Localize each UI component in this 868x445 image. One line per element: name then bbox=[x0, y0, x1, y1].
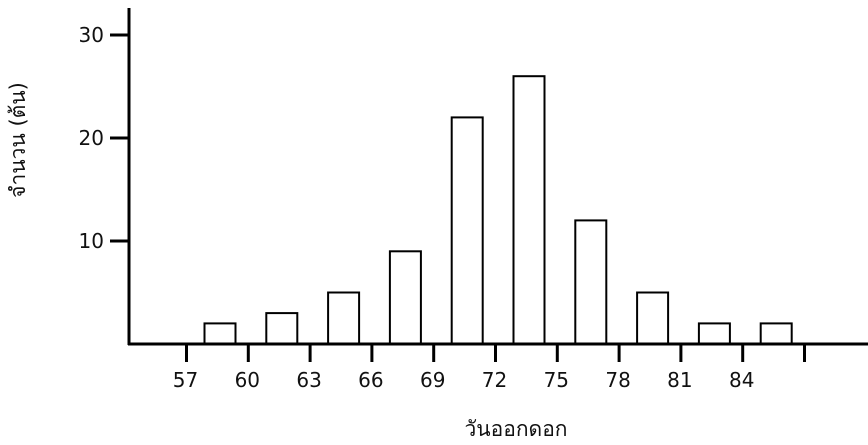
x-tick-label-78: 78 bbox=[605, 368, 630, 392]
y-tick-label-10: 10 bbox=[79, 229, 104, 253]
bar-81-84 bbox=[697, 322, 731, 345]
x-tick-label-81: 81 bbox=[667, 368, 692, 392]
y-tick-label-20: 20 bbox=[79, 126, 104, 150]
x-tick-label-75: 75 bbox=[544, 368, 569, 392]
x-tick-label-57: 57 bbox=[173, 368, 198, 392]
x-tick-label-69: 69 bbox=[420, 368, 445, 392]
bar-78-81 bbox=[636, 291, 670, 345]
bar-57-60 bbox=[203, 322, 237, 345]
x-axis-title: วันออกดอก bbox=[464, 417, 567, 441]
bar-66-69 bbox=[388, 250, 422, 345]
y-axis-title: จำนวน (ต้น) bbox=[6, 82, 30, 198]
x-tick-label-60: 60 bbox=[235, 368, 260, 392]
x-ticks-group: 57 60 63 66 69 72 75 78 81 84 bbox=[173, 344, 806, 392]
bars-group bbox=[203, 75, 793, 346]
bar-75-78 bbox=[574, 219, 608, 345]
bar-72-75 bbox=[512, 75, 546, 345]
x-tick-label-63: 63 bbox=[296, 368, 321, 392]
x-tick-label-66: 66 bbox=[358, 368, 383, 392]
bar-69-72 bbox=[450, 116, 484, 346]
x-tick-label-72: 72 bbox=[482, 368, 507, 392]
x-tick-label-84: 84 bbox=[729, 368, 754, 392]
bar-63-66 bbox=[327, 291, 361, 345]
y-ticks-group: 10 20 30 bbox=[79, 23, 129, 253]
bar-84-87 bbox=[759, 322, 793, 345]
y-tick-label-30: 30 bbox=[79, 23, 104, 47]
bar-60-63 bbox=[265, 312, 299, 346]
